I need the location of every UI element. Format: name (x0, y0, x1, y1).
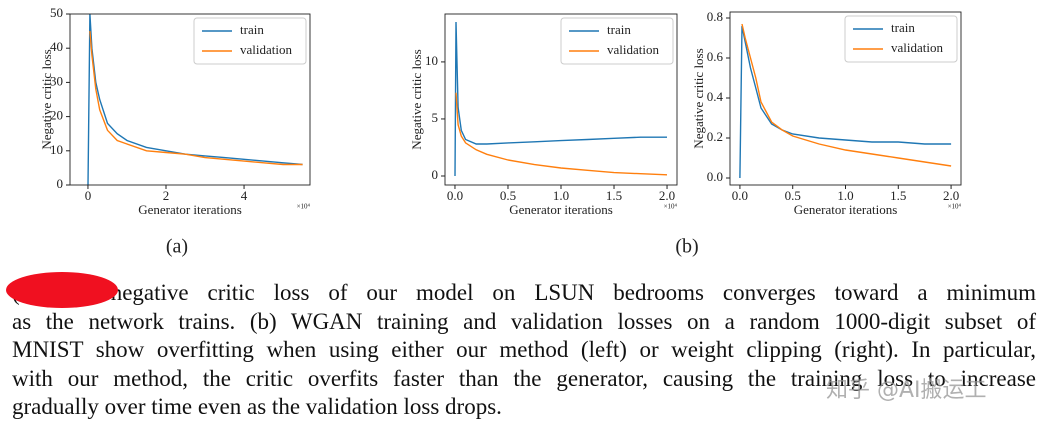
y-tick-label: 0.4 (707, 89, 724, 104)
y-tick-label: 20 (50, 108, 63, 123)
legend-box (193, 17, 307, 65)
y-tick-label: 30 (50, 73, 63, 88)
y-tick-label: 0 (57, 176, 64, 191)
x-axis-label: Generator iterations (509, 202, 613, 217)
series-line (87, 14, 303, 185)
y-tick-label: 0 (432, 167, 439, 182)
caption-line: gradually over time even as the validati… (12, 394, 502, 419)
legend-label: validation (891, 40, 943, 55)
x-tick-label: 1.0 (837, 188, 853, 203)
y-axis-label: Negative critic loss (409, 49, 424, 149)
x-tick-label: 0.5 (785, 188, 801, 203)
legend-label: train (891, 20, 915, 35)
x-offset-label: ×10⁴ (297, 203, 311, 211)
x-tick-label: 4 (241, 188, 248, 203)
y-tick-label: 5 (432, 110, 439, 125)
y-axis-label: Negative critic loss (691, 48, 706, 148)
x-offset-label: ×10⁴ (948, 203, 962, 211)
subfigure-label: (a) (166, 236, 188, 258)
x-tick-label: 2.0 (659, 188, 675, 203)
legend-box (560, 17, 674, 65)
series-line (454, 21, 667, 177)
series-line (741, 23, 952, 167)
caption-line: MNIST show overfitting when using either… (12, 337, 1036, 362)
y-axis-label: Negative critic loss (39, 49, 54, 149)
x-tick-label: 1.5 (606, 188, 622, 203)
x-tick-label: 0.5 (500, 188, 516, 203)
caption-line: (a) The negative critic loss of our mode… (12, 280, 1036, 305)
x-axis-label: Generator iterations (138, 202, 242, 217)
x-tick-label: 2 (163, 188, 170, 203)
legend-box (844, 15, 958, 63)
x-tick-label: 2.0 (943, 188, 959, 203)
x-axis-label: Generator iterations (794, 202, 898, 217)
x-tick-label: 1.5 (890, 188, 906, 203)
legend-label: validation (240, 42, 292, 57)
caption-line: with our method, the critic overfits fas… (12, 366, 1036, 391)
y-tick-label: 40 (50, 39, 63, 54)
caption-line: as the network trains. (b) WGAN training… (12, 309, 1036, 334)
watermark: 知乎 @AI搬运工 (826, 378, 987, 403)
y-tick-label: 10 (425, 53, 438, 68)
y-tick-label: 50 (50, 5, 63, 20)
y-tick-label: 0.6 (707, 49, 724, 64)
legend-label: train (607, 22, 631, 37)
legend-label: validation (607, 42, 659, 57)
subfigure-label: (b) (675, 236, 698, 258)
series-line (89, 31, 303, 166)
axes-frame (69, 13, 311, 186)
y-tick-label: 0.2 (707, 129, 723, 144)
y-tick-label: 0.0 (707, 169, 723, 184)
x-tick-label: 0 (85, 188, 92, 203)
x-tick-label: 1.0 (553, 188, 569, 203)
x-tick-label: 0.0 (447, 188, 463, 203)
legend-label: train (240, 22, 264, 37)
series-line (455, 92, 668, 176)
y-tick-label: 0.8 (707, 9, 723, 24)
x-offset-label: ×10⁴ (664, 203, 678, 211)
redaction (6, 272, 118, 308)
y-tick-label: 10 (50, 142, 63, 157)
x-tick-label: 0.0 (732, 188, 748, 203)
